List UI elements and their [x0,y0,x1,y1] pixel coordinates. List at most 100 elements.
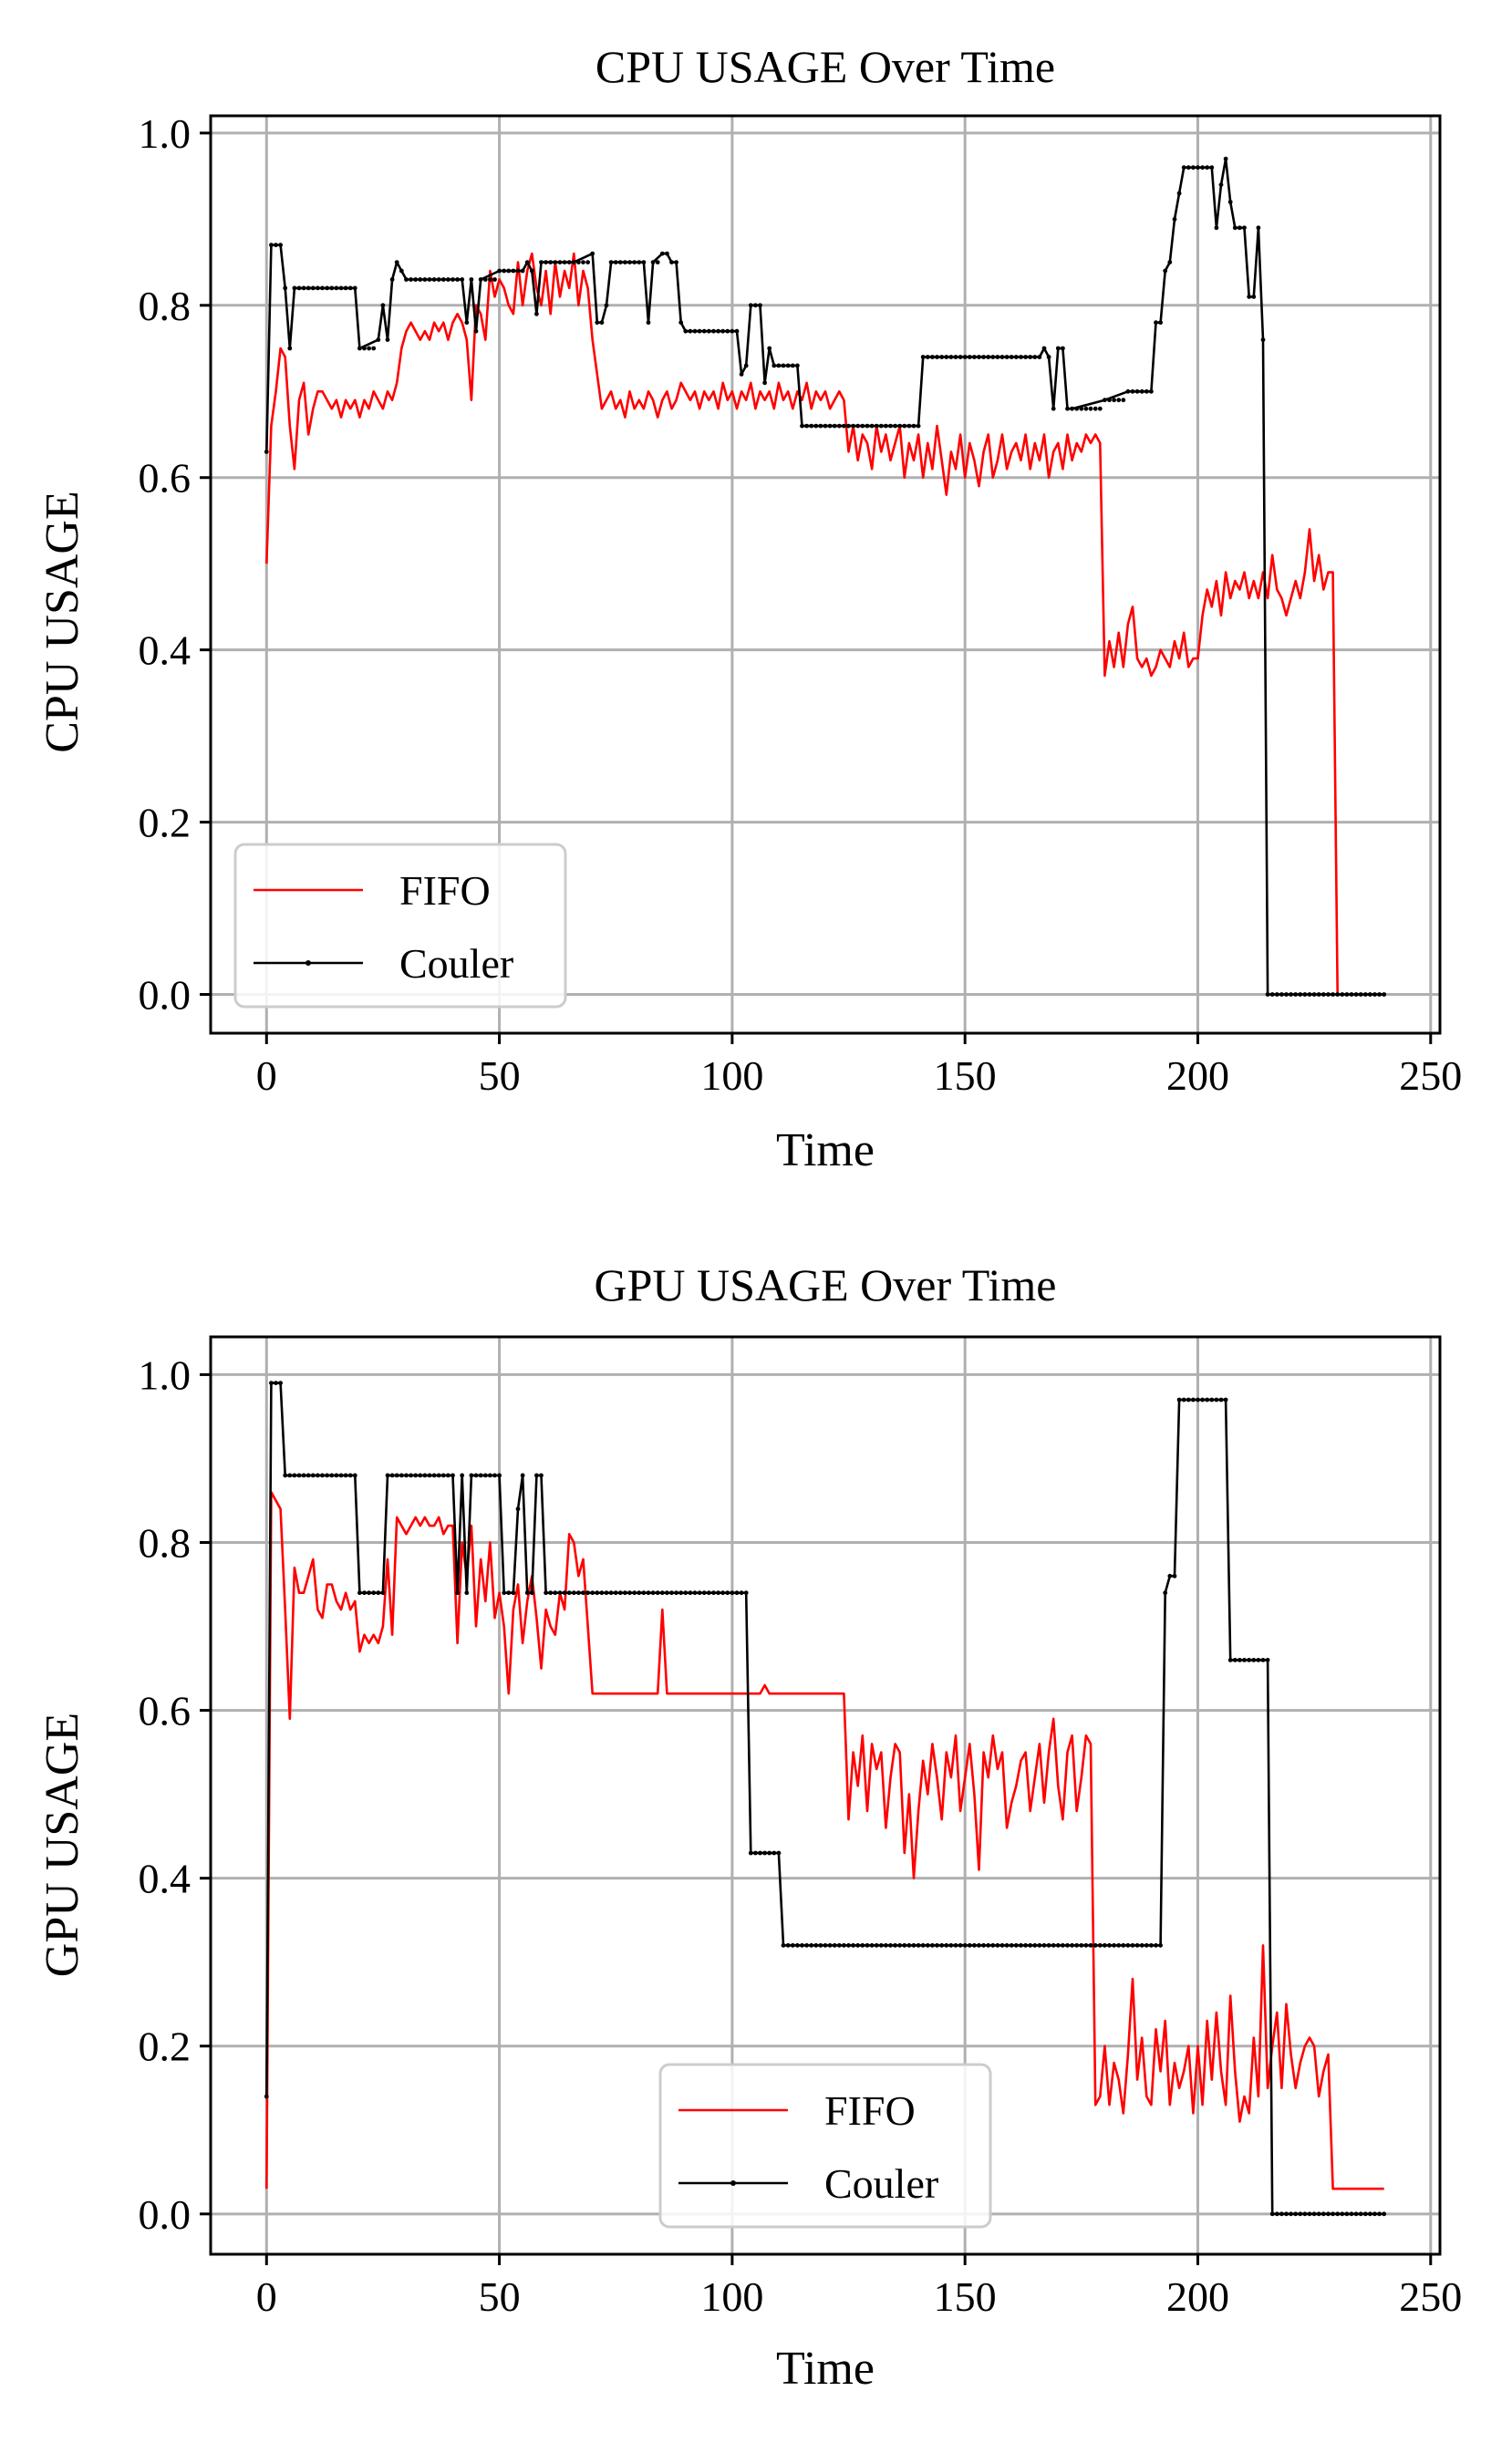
data-point [287,1473,293,1478]
data-point [776,1850,782,1856]
data-point [1088,406,1093,411]
data-point [874,423,879,429]
data-point [1023,355,1028,359]
data-point [1037,355,1042,359]
series-line-fifo [265,1491,1384,2190]
data-point [888,1942,893,1948]
data-point [497,1473,502,1478]
data-point [836,423,842,429]
data-point [469,277,474,282]
data-point [566,1590,572,1596]
data-point [1331,992,1335,997]
data-point [1284,992,1289,997]
data-point [1260,337,1266,342]
data-point [310,285,316,291]
data-point [1121,1942,1126,1948]
data-point [367,346,371,351]
data-point [473,1473,479,1478]
data-point [846,423,851,429]
data-point [1302,992,1308,997]
legend-box [658,2063,992,2229]
data-point [1279,992,1284,997]
data-point [1227,1658,1233,1662]
data-point [1320,992,1326,997]
data-point [930,355,935,359]
data-point [720,328,726,334]
data-point [790,1942,795,1948]
data-point [269,243,274,248]
data-point [617,1590,623,1596]
data-point [1269,2211,1275,2217]
data-point [599,320,605,326]
data-point [329,285,335,291]
data-point [1274,992,1279,997]
data-point [767,346,772,351]
data-point [906,423,912,429]
data-point [1116,1942,1122,1948]
data-point [1214,1397,1219,1403]
data-point [855,1942,861,1948]
data-point [325,285,330,291]
x-tick-label: 100 [700,2273,763,2320]
y-tick-label: 0.2 [139,800,192,846]
data-point [446,1473,450,1478]
data-point [585,260,590,264]
data-point [357,346,362,351]
data-point [427,277,432,282]
data-point [413,1473,419,1478]
legend-marker [306,960,311,966]
data-point [678,320,684,326]
data-point [730,1590,735,1596]
data-point [478,277,483,282]
data-point [595,320,600,326]
data-point [399,268,404,274]
data-point [678,1590,684,1596]
data-point [1172,1573,1177,1579]
data-point [632,260,637,264]
x-tick-label: 150 [934,2273,997,2320]
data-point [1009,1942,1014,1948]
data-point [431,1473,437,1478]
data-point [627,1590,632,1596]
data-point [283,1473,288,1478]
data-point [1205,1397,1210,1403]
data-point [316,285,320,291]
data-point [553,1590,558,1596]
chart-title: GPU USAGE Over Time [594,1259,1056,1310]
data-point [878,1942,884,1948]
data-point [562,1590,567,1596]
data-point [920,1942,926,1948]
data-point [310,1473,316,1478]
y-tick-label: 0.2 [139,2024,192,2070]
data-point [758,303,762,308]
data-point [972,355,977,359]
data-point [823,423,828,429]
data-point [1382,992,1387,997]
data-point [832,1942,837,1948]
data-point [1377,992,1382,997]
data-point [995,355,1000,359]
data-point [362,1590,367,1596]
data-point [404,277,409,282]
data-point [581,260,585,264]
y-tick-label: 1.0 [139,110,192,157]
data-point [772,363,777,368]
data-point [1046,355,1051,359]
data-point [800,1942,804,1948]
data-point [1070,1942,1074,1948]
data-point [944,355,949,359]
data-point [990,1942,996,1948]
data-point [1340,992,1345,997]
data-point [1079,1942,1084,1948]
data-point [1251,295,1257,299]
data-point [1251,1658,1257,1662]
grid [211,1337,1440,2254]
data-point [301,1473,306,1478]
data-point [1377,2211,1382,2217]
plot-frame [209,114,1442,1035]
data-point [860,423,865,429]
data-point [590,251,595,256]
data-point [1302,2211,1308,2217]
series-line-fifo [265,252,1339,995]
data-point [944,1942,949,1948]
